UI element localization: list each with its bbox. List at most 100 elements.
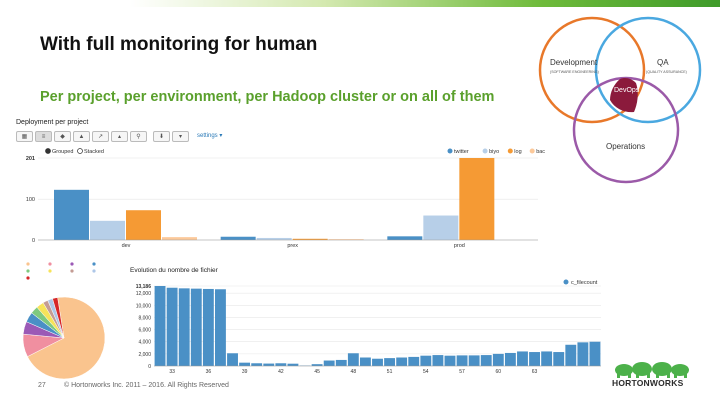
bar-log-dev [126, 210, 161, 240]
page-number: 27 [38, 382, 46, 389]
devops-label: DevOps [614, 87, 640, 94]
y-tick-label: 4,000 [138, 340, 151, 346]
download-button[interactable]: ⬇ [153, 131, 170, 142]
bar-twitter-prex [220, 236, 256, 240]
bar-filecount-6 [227, 353, 238, 366]
pie-slice-8 [52, 297, 65, 339]
control-label-stacked: Stacked [84, 149, 104, 155]
bar-filecount-31 [529, 352, 540, 366]
legend-swatch-log [507, 148, 513, 154]
bar-filecount-19 [384, 358, 396, 366]
chart-toolbar: ▦ ≡ ◆ ▲ ↗ ▴ ⚲ ⬇ ▾ settings ▾ [16, 131, 223, 142]
qa-label: QA [657, 58, 669, 67]
bar-filecount-33 [553, 352, 565, 366]
legend-label-backup: backup [536, 149, 545, 155]
legend-label-biyo: biyo [489, 149, 499, 155]
bar-filecount-17 [359, 357, 371, 366]
bar-filecount-3 [190, 288, 202, 366]
y-tick-label: 6,000 [138, 328, 151, 334]
pie-legend-swatch-6 [70, 269, 74, 273]
line-view-button[interactable]: ↗ [92, 131, 109, 142]
pie-legend-swatch-3 [92, 262, 96, 266]
y-tick-label: 2,000 [138, 352, 151, 358]
bar-filecount-32 [541, 351, 553, 366]
development-label: Development [550, 58, 598, 67]
bar-filecount-35 [577, 342, 589, 366]
devops-region [610, 78, 638, 113]
map-view-button[interactable]: ⚲ [130, 131, 147, 142]
x-tick-label-60: 60 [496, 369, 502, 375]
x-tick-label-42: 42 [278, 369, 284, 375]
y-tick-label: 8,000 [138, 315, 151, 321]
bar-filecount-10 [275, 363, 287, 366]
bar-filecount-30 [517, 351, 528, 366]
devops-venn-diagram: Development (SOFTWARE ENGINEERING) QA (Q… [538, 16, 702, 184]
x-tick-label-63: 63 [532, 369, 538, 375]
bar-filecount-11 [287, 363, 299, 366]
y-tick-label: 13,186 [136, 284, 152, 290]
table-view-button[interactable]: ▦ [16, 131, 33, 142]
bar-twitter-prod [387, 236, 423, 240]
pie-legend-swatch-5 [48, 269, 52, 273]
qa-circle [594, 16, 702, 124]
bar-filecount-15 [335, 359, 347, 366]
scatter-view-button[interactable]: ▴ [111, 131, 128, 142]
bar-filecount-29 [504, 352, 516, 366]
x-tick-label-prod: prod [454, 243, 465, 249]
x-tick-label-48: 48 [351, 369, 357, 375]
bar-backup-dev [162, 237, 197, 240]
y-tick-label: 0 [148, 364, 151, 370]
bar-filecount-16 [347, 353, 359, 366]
bar-filecount-28 [492, 353, 504, 366]
pie-legend-swatch-1 [48, 262, 52, 266]
pie-view-button[interactable]: ◆ [54, 131, 71, 142]
file-count-bar-chart: Evolution du nombre de fichier c_filecoun… [130, 267, 601, 375]
bar-backup-prex [328, 239, 364, 240]
x-tick-label-36: 36 [206, 369, 212, 375]
development-circle [538, 16, 646, 124]
y-tick-label: 12,000 [136, 291, 152, 297]
slide-subtitle: Per project, per environment, per Hadoop… [40, 89, 495, 105]
bar-filecount-26 [468, 355, 480, 366]
x-tick-label-45: 45 [314, 369, 320, 375]
x-tick-label-57: 57 [459, 369, 465, 375]
control-radio-grouped [45, 148, 51, 154]
bar-filecount-23 [432, 355, 444, 366]
bar-biyo-dev [90, 220, 125, 240]
legend-swatch-c_filecount [563, 279, 569, 285]
download-dropdown-button[interactable]: ▾ [172, 131, 189, 142]
bar-log-prex [292, 238, 328, 240]
bar-filecount-20 [396, 357, 408, 366]
bar-filecount-36 [589, 341, 601, 366]
y-tick-label: 100 [26, 197, 35, 203]
bar-filecount-18 [372, 358, 383, 366]
bar-filecount-4 [202, 288, 214, 366]
top-accent-bar [0, 0, 720, 7]
legend-label-c_filecount: c_filecount [571, 280, 598, 286]
x-tick-label-54: 54 [423, 369, 429, 375]
legend-swatch-biyo [482, 148, 488, 154]
bar-filecount-0 [154, 286, 166, 366]
y-tick-label: 0 [32, 238, 35, 244]
control-radio-stacked [77, 148, 83, 154]
bar-filecount-25 [456, 355, 468, 366]
x-tick-label-51: 51 [387, 369, 393, 375]
chart-title: Evolution du nombre de fichier [130, 267, 219, 274]
y-tick-label: 10,000 [136, 303, 152, 309]
settings-link[interactable]: settings ▾ [197, 133, 223, 139]
pie-legend-swatch-8 [26, 276, 30, 280]
development-sublabel: (SOFTWARE ENGINEERING) [550, 70, 599, 74]
bar-filecount-27 [480, 355, 492, 366]
slide-title: With full monitoring for human [40, 34, 318, 55]
x-tick-label-dev: dev [122, 243, 131, 249]
bar-view-button[interactable]: ≡ [35, 131, 52, 142]
legend-swatch-backup [529, 148, 535, 154]
bar-filecount-9 [263, 363, 275, 366]
bar-twitter-dev [54, 189, 89, 240]
bar-filecount-22 [420, 355, 432, 366]
bar-filecount-8 [251, 363, 263, 366]
bar-filecount-13 [311, 364, 323, 366]
hortonworks-elephant-logo [615, 362, 689, 378]
bar-filecount-1 [166, 287, 178, 366]
area-view-button[interactable]: ▲ [73, 131, 90, 142]
